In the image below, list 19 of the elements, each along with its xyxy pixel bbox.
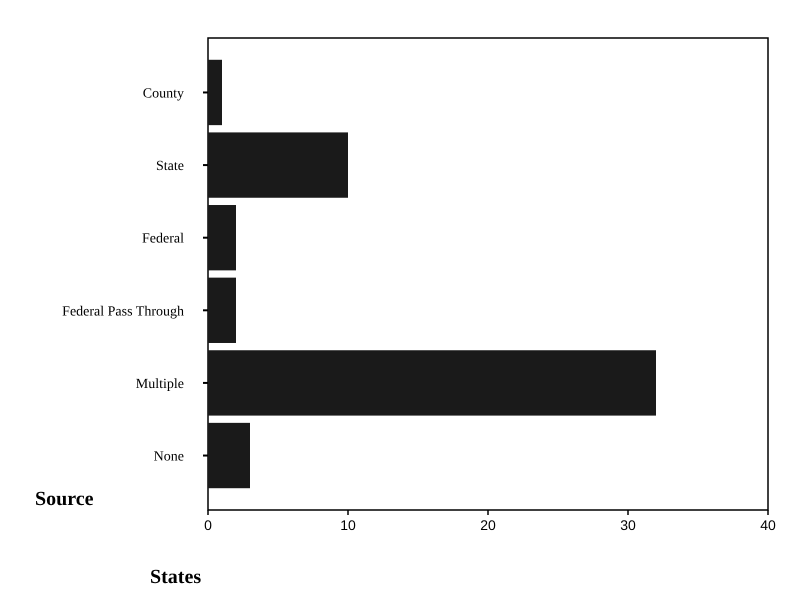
y-tick-label: Multiple — [136, 376, 184, 392]
x-tick-label: 40 — [760, 517, 776, 533]
y-tick-label: State — [156, 159, 184, 174]
y-tick-label: County — [142, 86, 184, 102]
x-tick-label: 0 — [204, 517, 212, 533]
x-tick-label: 30 — [620, 517, 636, 533]
y-tick-label: Federal Pass Through — [62, 304, 184, 320]
x-tick-label: 20 — [480, 517, 496, 533]
bar — [208, 350, 656, 416]
y-tick-label: Federal — [142, 232, 184, 247]
bar — [208, 60, 222, 126]
x-axis-title: States — [150, 566, 202, 588]
x-tick-label: 10 — [340, 517, 356, 533]
bar — [208, 205, 236, 270]
bar — [208, 422, 250, 488]
bar — [208, 132, 348, 198]
y-tick-label: None — [154, 450, 184, 465]
bar — [208, 278, 236, 343]
y-axis-title: Source — [35, 488, 94, 510]
